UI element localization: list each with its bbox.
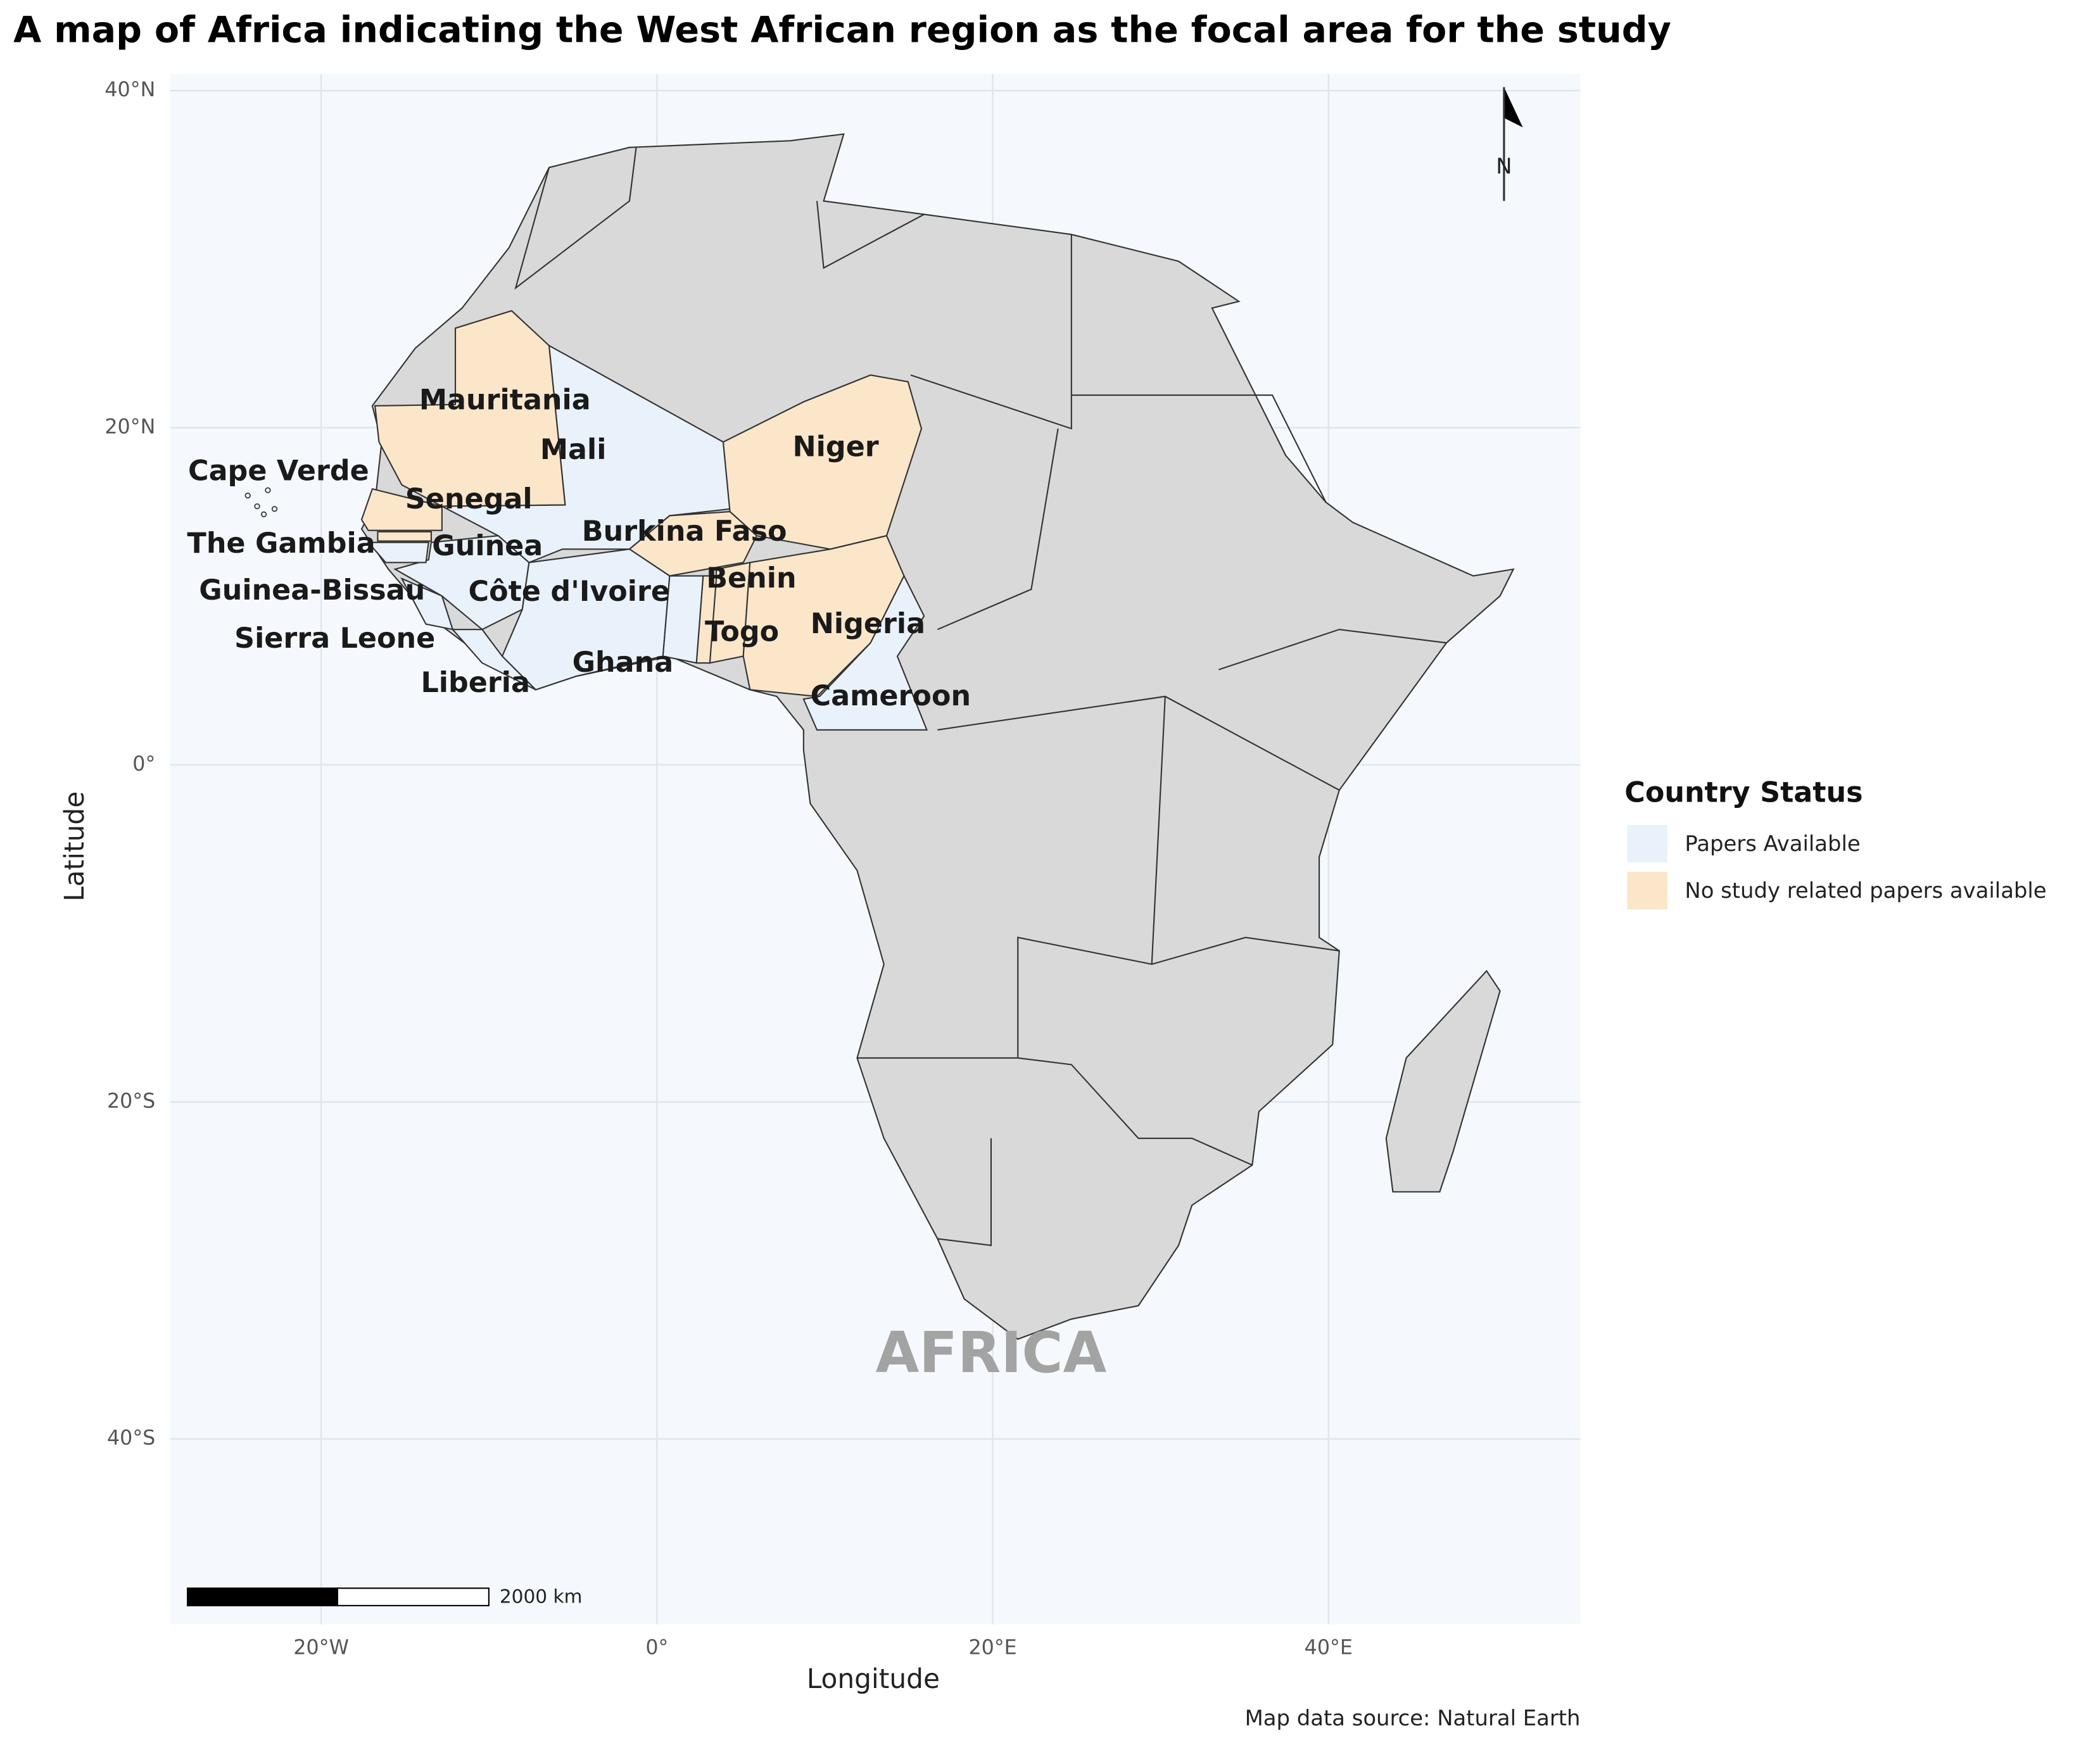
legend-title: Country Status — [1624, 776, 1863, 809]
scale-label: 2000 km — [500, 1586, 583, 1608]
country-label: Liberia — [421, 667, 530, 699]
y-tick-label: 40°S — [107, 1427, 155, 1450]
country-labels: Mauritania Mali Niger Cape Verde Senegal The … — [187, 384, 971, 712]
y-tick-label: 20°N — [104, 416, 155, 439]
x-tick-label: 40°E — [1305, 1637, 1353, 1660]
region-label: AFRICA — [876, 1320, 1107, 1385]
country-label: Senegal — [405, 483, 533, 515]
country-shape — [662, 575, 704, 664]
y-axis-title: Latitude — [59, 791, 90, 902]
country-shape — [360, 488, 443, 531]
island — [244, 493, 251, 499]
country-label: Cameroon — [811, 680, 971, 712]
y-tick-label: 20°S — [107, 1090, 155, 1112]
country-label: Niger — [793, 431, 879, 463]
legend-label: Papers Available — [1685, 831, 1860, 856]
country-shape — [451, 629, 536, 691]
madagascar — [1385, 969, 1501, 1193]
island — [265, 487, 271, 493]
x-tick-label: 0° — [645, 1637, 668, 1660]
country-shape — [501, 548, 671, 691]
country-label: The Gambia — [187, 527, 376, 560]
x-axis-title: Longitude — [807, 1663, 940, 1694]
y-tick-label: 0° — [132, 753, 155, 776]
legend-label: No study related papers available — [1685, 878, 2046, 903]
legend-swatch — [1627, 871, 1667, 910]
x-tick-label: 20°W — [293, 1637, 349, 1660]
country-shape — [367, 541, 429, 564]
island — [260, 511, 267, 517]
map-title: A map of Africa indicating the West Afri… — [13, 9, 1671, 51]
country-label: Cape Verde — [188, 455, 369, 488]
country-label: Benin — [706, 562, 796, 595]
x-tick-label: 20°E — [968, 1637, 1016, 1660]
source-note: Map data source: Natural Earth — [1245, 1706, 1581, 1730]
west-africa — [244, 310, 928, 731]
island — [271, 506, 278, 512]
country-label: Côte d'Ivoire — [469, 576, 671, 608]
country-label: Mali — [540, 434, 607, 466]
legend: Papers Available No study related papers … — [1627, 824, 2047, 910]
country-label: Togo — [705, 616, 779, 648]
country-label: Guinea-Bissau — [199, 574, 425, 607]
legend-swatch — [1627, 824, 1667, 863]
country-label: Nigeria — [811, 608, 925, 640]
country-label: Burkina Faso — [582, 515, 787, 548]
country-label: Sierra Leone — [234, 622, 435, 655]
country-label: Ghana — [572, 646, 674, 679]
y-tick-label: 40°N — [104, 79, 155, 101]
country-shape — [377, 531, 433, 542]
north-arrow — [1503, 87, 1523, 128]
country-label: Guinea — [432, 530, 543, 562]
scale-bar-dark — [187, 1587, 338, 1606]
scale-bar-light — [336, 1587, 490, 1606]
country-label: Mauritania — [419, 384, 591, 417]
island — [254, 503, 260, 510]
country-shape — [802, 574, 928, 731]
country-borders — [514, 147, 1447, 1247]
north-label: N — [1496, 154, 1512, 179]
